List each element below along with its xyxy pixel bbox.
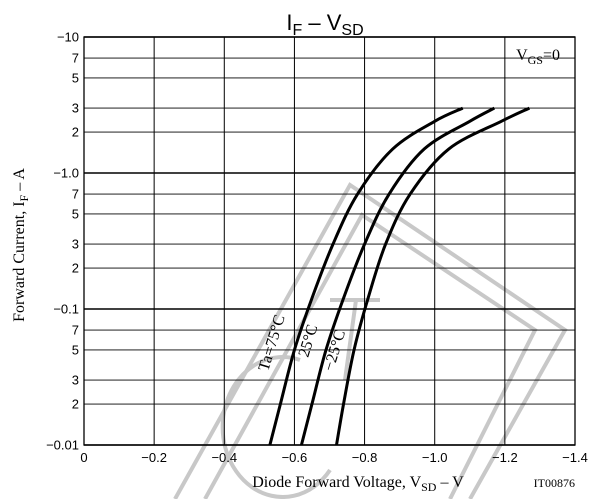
chart-title: IF – VSD xyxy=(286,10,363,39)
series-line-0 xyxy=(268,106,464,446)
x-tick-label: −0.4 xyxy=(211,450,237,465)
x-tick-label: −0.8 xyxy=(352,450,378,465)
y-tick-label: 5 xyxy=(72,342,79,357)
y-axis-label: Forward Current, IF – A xyxy=(11,168,31,322)
x-tick-label: −1.0 xyxy=(422,450,448,465)
series-lines xyxy=(268,106,531,446)
y-tick-label: 3 xyxy=(72,373,79,388)
watermark-outline-outer xyxy=(173,182,568,499)
y-tick-label: −0.1 xyxy=(53,302,79,317)
x-axis-label: Diode Forward Voltage, VSD – V xyxy=(252,474,464,494)
y-tick-label: 2 xyxy=(72,397,79,412)
y-tick-label: −1.0 xyxy=(53,166,79,181)
x-tick-label: −0.6 xyxy=(282,450,308,465)
y-tick-label: 7 xyxy=(72,51,79,66)
x-tick-label: 0 xyxy=(80,450,87,465)
y-tick-label: 5 xyxy=(72,206,79,221)
plot-frame xyxy=(83,36,576,446)
ticks: 0 −0.2 −0.4 −0.6 −0.8 −1.0 −1.2 −1.4 −0.01 2 3 5 7 −0… xyxy=(46,30,588,466)
y-tick-label: 3 xyxy=(72,101,79,116)
watermark-letter-t xyxy=(330,298,380,381)
condition-label: VGS=0 xyxy=(516,47,560,67)
y-tick-label: 7 xyxy=(72,323,79,338)
y-tick-label: 5 xyxy=(72,70,79,85)
grid xyxy=(83,36,576,446)
y-tick-label: 3 xyxy=(72,237,79,252)
y-tick-label: 2 xyxy=(72,125,79,140)
figure-code: IT00876 xyxy=(534,476,575,490)
y-tick-label: −10 xyxy=(57,30,79,45)
series-line-2 xyxy=(335,106,531,446)
watermark-letter-c xyxy=(220,355,332,499)
x-tick-label: −1.4 xyxy=(562,450,588,465)
series-line-1 xyxy=(299,106,496,446)
y-tick-label: 2 xyxy=(72,261,79,276)
x-tick-label: −1.2 xyxy=(492,450,518,465)
x-tick-label: −0.2 xyxy=(141,450,167,465)
y-tick-label: 7 xyxy=(72,187,79,202)
y-tick-label: −0.01 xyxy=(46,438,79,453)
watermark xyxy=(173,182,568,499)
